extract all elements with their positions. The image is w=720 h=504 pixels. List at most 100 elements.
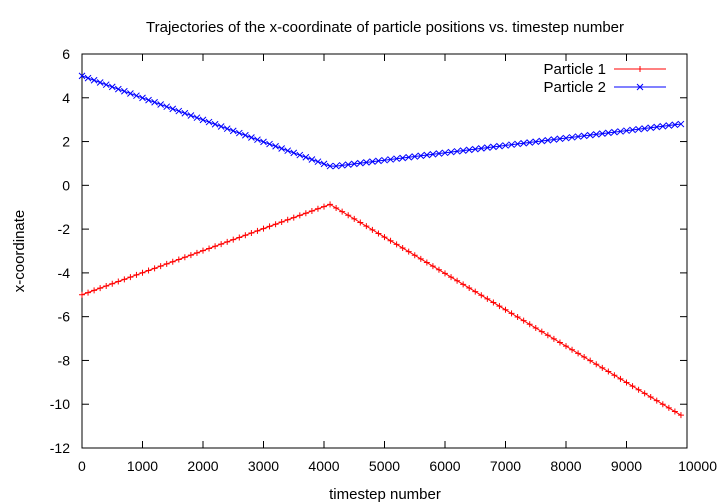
data-point [520,317,527,324]
data-point [447,148,455,156]
data-point [393,241,400,248]
data-point [677,120,685,128]
data-point [205,118,213,126]
data-point [641,125,649,132]
series-line [81,75,682,167]
data-point [193,114,201,122]
data-point [598,130,606,137]
data-point [636,83,644,91]
x-tick-label: 3000 [248,458,279,474]
x-tick-label: 6000 [429,458,460,474]
data-point [369,158,376,166]
data-point [266,223,273,230]
data-point [120,87,128,95]
data-point [574,133,582,140]
data-point [151,98,158,106]
data-point [538,137,546,145]
series-2 [78,72,685,170]
data-point [272,221,279,228]
series-line [81,203,682,416]
data-point [563,343,569,350]
data-point [242,232,249,239]
data-point [157,101,165,108]
data-point [115,278,122,285]
data-point [254,227,261,234]
data-point [333,205,340,212]
data-point [623,127,630,135]
y-tick-label: -8 [58,352,71,368]
data-point [181,254,188,261]
data-point [611,372,618,379]
data-point [290,214,297,221]
data-point [308,156,316,163]
x-tick-label: 1000 [127,458,158,474]
data-point [442,270,448,277]
data-point [254,136,261,144]
data-point [575,350,582,357]
data-point [290,149,298,157]
data-point [423,259,430,266]
data-point [356,159,364,167]
data-point [641,390,648,397]
data-point [206,245,213,252]
data-point [556,339,563,346]
data-point [508,310,515,317]
data-point [145,267,152,274]
data-point [308,207,315,214]
data-point [78,72,86,80]
data-point [229,127,237,135]
data-point [224,238,231,245]
data-point [223,125,231,133]
data-point [429,263,436,270]
x-axis-label: timestep number [329,486,441,503]
data-point [417,152,425,160]
data-point [320,160,328,168]
data-point [465,146,473,154]
data-point [454,277,461,284]
data-point [145,96,152,104]
data-point [363,223,370,230]
y-axis-label: x-coordinate [11,210,28,293]
data-point [599,364,606,371]
y-tick-label: -10 [50,396,70,412]
data-point [381,156,388,164]
data-point [357,219,364,226]
data-point [435,150,443,157]
data-point [127,90,134,97]
data-point [586,131,594,139]
data-point [514,140,521,148]
data-point [157,263,164,270]
data-point [637,66,643,72]
data-point [496,142,503,150]
data-point [671,121,679,129]
data-point [587,357,594,364]
data-point [248,134,255,141]
data-point [218,241,225,248]
data-point [472,288,479,295]
data-point [241,131,249,139]
data-point [671,408,678,415]
x-tick-label: 2000 [187,458,218,474]
data-point [617,128,624,135]
data-point [629,383,636,390]
x-tick-label: 10000 [678,458,717,474]
data-point [659,122,667,130]
data-point [236,234,243,241]
data-point [448,274,455,281]
data-point [490,143,497,151]
data-point [429,150,437,158]
y-tick-label: -12 [50,440,70,456]
data-point [459,147,467,154]
data-point [284,147,292,155]
data-point [302,210,309,217]
data-point [677,412,684,419]
data-point [181,109,189,117]
data-point [381,234,388,241]
data-point [387,237,394,244]
data-point [605,368,612,375]
data-point [133,271,140,278]
y-tick-label: 0 [62,177,70,193]
data-point [175,256,182,263]
data-point [556,135,564,143]
data-point [200,247,206,254]
